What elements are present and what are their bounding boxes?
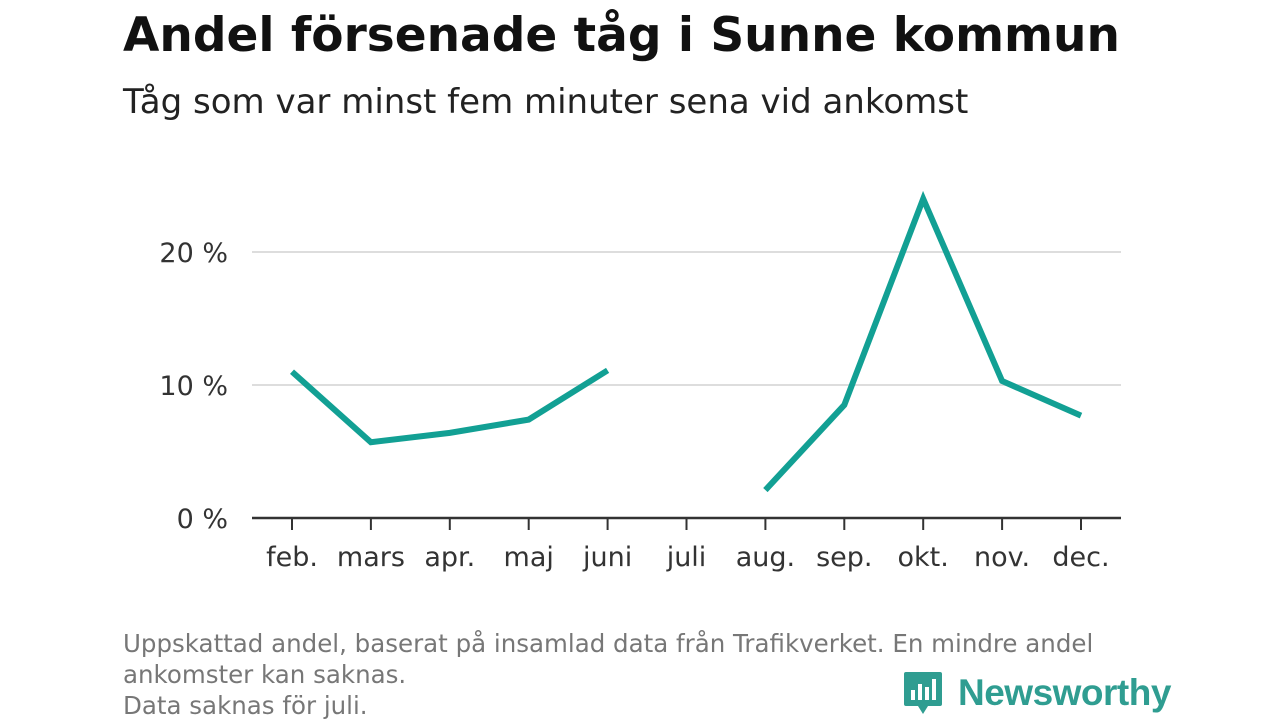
- y-tick-label: 10 %: [159, 371, 228, 402]
- footnote-line-1: Uppskattad andel, baserat på insamlad da…: [123, 628, 1163, 659]
- x-tick-label: feb.: [266, 542, 318, 573]
- newsworthy-logo: Newsworthy: [902, 670, 1171, 716]
- x-tick-label: mars: [337, 542, 405, 573]
- x-tick-label: dec.: [1052, 542, 1109, 573]
- x-tick-label: aug.: [736, 542, 795, 573]
- x-tick-label: apr.: [424, 542, 475, 573]
- series-line-segment: [765, 199, 1081, 490]
- newsworthy-bar-chart-icon: [902, 670, 944, 716]
- logo-text: Newsworthy: [958, 672, 1171, 714]
- x-tick-label: juli: [666, 542, 707, 573]
- x-tick-label: maj: [504, 542, 554, 573]
- x-tick-label: juni: [582, 542, 632, 573]
- series-line-segment: [292, 370, 608, 442]
- x-tick-label: sep.: [816, 542, 872, 573]
- x-tick-label: nov.: [974, 542, 1030, 573]
- y-tick-label: 20 %: [159, 238, 228, 269]
- x-tick-label: okt.: [898, 542, 949, 573]
- y-tick-label: 0 %: [177, 504, 228, 535]
